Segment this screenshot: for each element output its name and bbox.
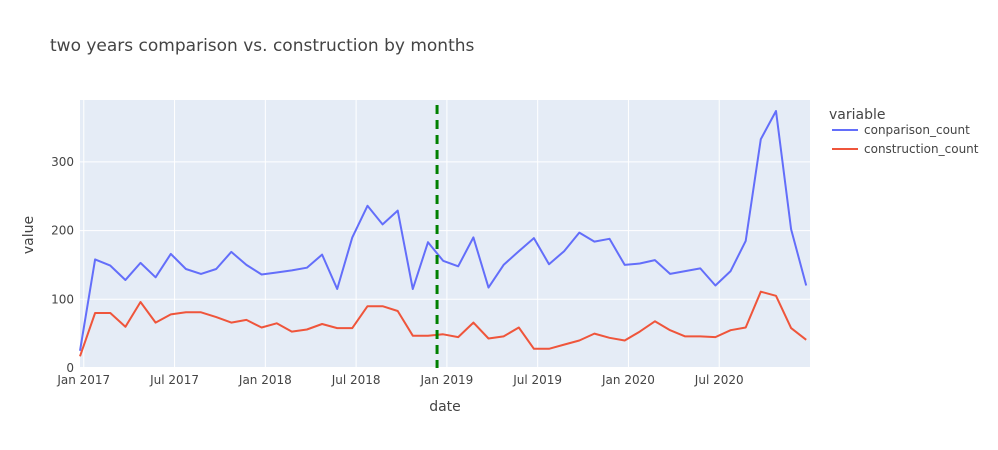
x-tick-label: Jul 2020 — [694, 373, 744, 387]
y-tick-label: 200 — [51, 224, 74, 238]
x-tick-label: Jan 2020 — [601, 373, 655, 387]
x-tick-label: Jan 2019 — [419, 373, 473, 387]
y-tick-label: 100 — [51, 292, 74, 306]
x-tick-label: Jul 2018 — [331, 373, 381, 387]
y-tick-labels: 0 100 200 300 — [51, 155, 74, 375]
x-tick-label: Jan 2017 — [56, 373, 110, 387]
x-tick-label: Jan 2018 — [238, 373, 292, 387]
x-tick-labels: Jan 2017 Jul 2017 Jan 2018 Jul 2018 Jan 2019… — [56, 373, 743, 387]
legend[interactable]: variable conparison_count construction_co… — [829, 107, 979, 156]
x-tick-label: Jul 2017 — [149, 373, 199, 387]
series-lines — [79, 110, 808, 357]
series-line-conparison_count[interactable] — [79, 110, 808, 351]
series-line-construction_count[interactable] — [79, 290, 807, 357]
y-tick-label: 300 — [51, 155, 74, 169]
plot-area — [80, 100, 810, 368]
y-axis-title: value — [21, 216, 37, 254]
x-axis-title: date — [429, 399, 461, 415]
legend-item-label[interactable]: conparison_count — [864, 123, 970, 137]
chart-title: two years comparison vs. construction by… — [50, 36, 475, 56]
gridlines — [80, 100, 810, 369]
legend-title: variable — [829, 107, 885, 123]
legend-item-label[interactable]: construction_count — [864, 142, 979, 156]
x-tick-label: Jul 2019 — [512, 373, 562, 387]
y-tick-label: 0 — [66, 361, 74, 375]
